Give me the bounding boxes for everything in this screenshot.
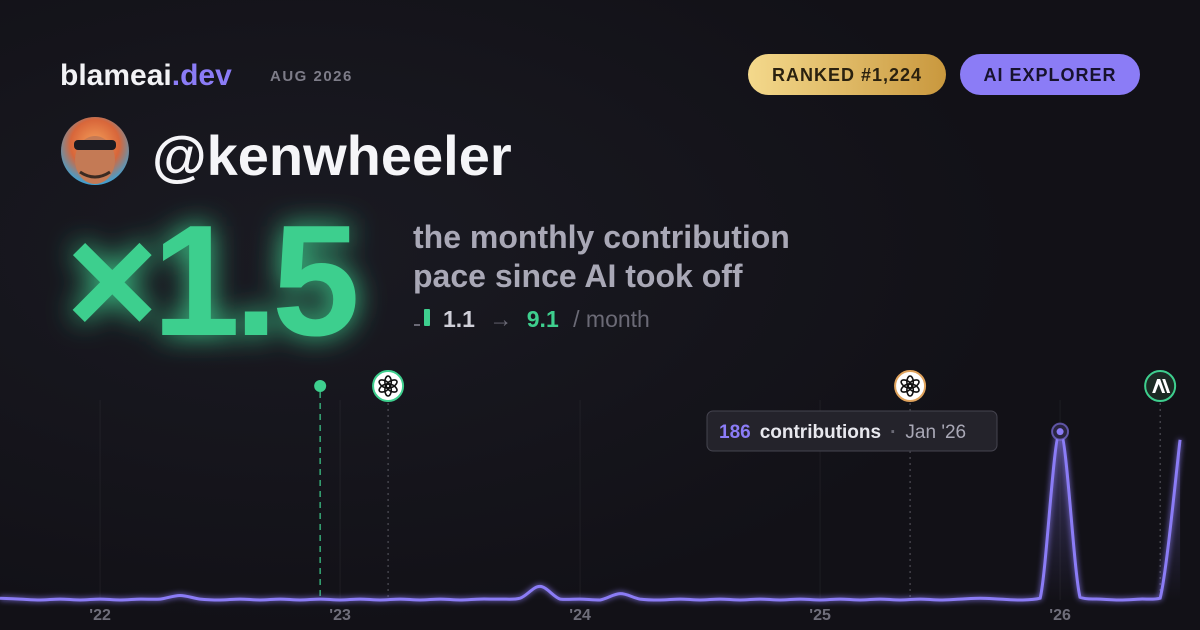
date: AUG 2026 bbox=[270, 68, 353, 85]
username: @kenwheeler bbox=[152, 124, 512, 187]
x-tick-label: '22 bbox=[89, 607, 111, 624]
tier-badge: AI EXPLORER bbox=[983, 65, 1116, 85]
pace-icon bbox=[414, 309, 430, 326]
brand: blameai.dev bbox=[60, 59, 232, 92]
pace-arrow: → bbox=[489, 306, 512, 332]
tooltip-sep: · bbox=[890, 422, 896, 443]
pace-to: 9.1 bbox=[527, 306, 559, 332]
event-dot bbox=[314, 380, 327, 392]
rank-badge: RANKED #1,224 bbox=[772, 65, 922, 85]
tooltip-date: Jan '26 bbox=[905, 422, 966, 443]
line bbox=[0, 430, 1182, 602]
multiplier: ×1.5 bbox=[66, 193, 356, 369]
avatar bbox=[61, 117, 129, 185]
event-icon-ring bbox=[372, 370, 405, 402]
tagline-line: the monthly contribution bbox=[413, 219, 790, 255]
line-area bbox=[0, 431, 1181, 600]
pace-unit: / month bbox=[573, 306, 650, 332]
x-tick-label: '26 bbox=[1049, 607, 1071, 624]
pace: 1.1 → 9.1 / month bbox=[443, 306, 650, 332]
event-icon bbox=[894, 370, 927, 402]
tooltip-bg bbox=[706, 410, 998, 452]
tooltip-label: contributions bbox=[760, 422, 881, 443]
tooltip-value: 186 bbox=[719, 422, 751, 443]
event-icon-ring bbox=[894, 370, 927, 402]
tooltip: 186 contributions · Jan '26 bbox=[719, 422, 966, 443]
tier-badge-bg bbox=[960, 54, 1140, 95]
openai-glyph bbox=[378, 379, 391, 389]
highlight-dot bbox=[1056, 428, 1064, 436]
pace-from: 1.1 bbox=[443, 306, 475, 332]
x-tick-label: '25 bbox=[809, 607, 831, 624]
anthropic-glyph bbox=[1152, 379, 1171, 393]
event-icon bbox=[1144, 370, 1177, 402]
openai-glyph bbox=[900, 379, 913, 389]
chart: '22 '23 '24 '25 '26 186 contributions · Jan '26 bbox=[0, 370, 1182, 624]
brand-suffix: .dev bbox=[172, 59, 232, 92]
brand-name: blameai bbox=[60, 59, 172, 92]
x-tick-label: '24 bbox=[569, 607, 591, 624]
tagline-line: pace since AI took off bbox=[413, 258, 743, 294]
rank-badge-bg bbox=[748, 54, 946, 95]
x-tick-label: '23 bbox=[329, 607, 351, 624]
event-icon bbox=[372, 370, 405, 402]
